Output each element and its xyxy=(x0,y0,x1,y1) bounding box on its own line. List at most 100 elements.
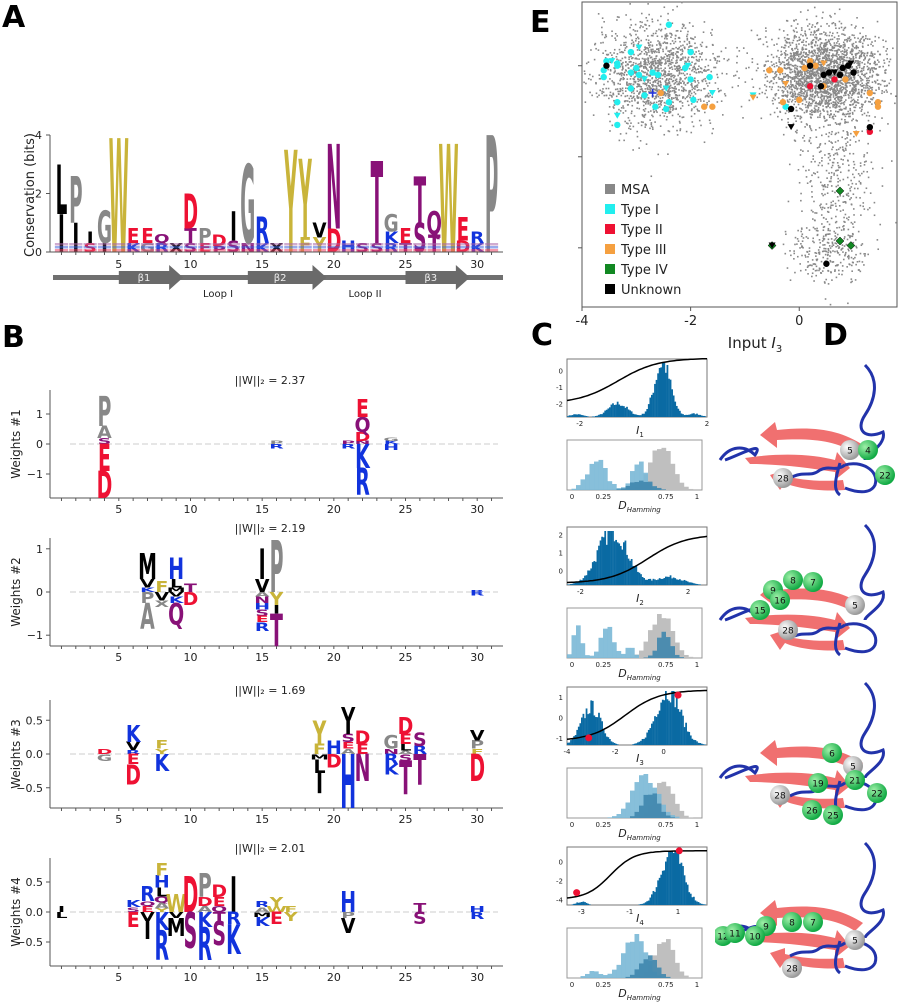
msa-point xyxy=(831,35,833,37)
msa-point xyxy=(823,248,825,250)
msa-point xyxy=(629,125,631,127)
msa-point xyxy=(719,60,721,62)
msa-point xyxy=(811,73,813,75)
msa-point xyxy=(649,25,651,27)
msa-point xyxy=(691,108,693,110)
msa-point xyxy=(655,61,657,63)
msa-point xyxy=(859,61,861,63)
msa-point xyxy=(694,88,696,90)
msa-point xyxy=(839,195,841,197)
msa-point xyxy=(814,7,816,9)
msa-point xyxy=(641,22,643,24)
msa-point xyxy=(816,37,818,39)
msa-point xyxy=(606,95,608,97)
msa-point xyxy=(771,54,773,56)
msa-point xyxy=(764,84,766,86)
msa-point xyxy=(710,71,712,73)
msa-point xyxy=(697,80,699,82)
msa-point xyxy=(835,265,837,267)
msa-point xyxy=(668,88,670,90)
msa-point xyxy=(848,216,850,218)
msa-point xyxy=(665,53,667,55)
msa-point xyxy=(851,250,853,252)
minor-letter xyxy=(471,243,484,246)
msa-point xyxy=(611,54,613,56)
msa-point xyxy=(634,100,636,102)
msa-point xyxy=(862,79,864,81)
msa-point xyxy=(811,191,813,193)
msa-point xyxy=(616,59,618,61)
msa-point xyxy=(865,85,867,87)
minor-letter xyxy=(299,243,312,246)
msa-point xyxy=(658,68,660,70)
msa-point xyxy=(794,48,796,50)
msa-point xyxy=(622,90,624,92)
msa-point xyxy=(641,70,643,72)
msa-point xyxy=(696,108,698,110)
msa-point xyxy=(793,250,795,252)
msa-point xyxy=(695,106,697,108)
msa-point xyxy=(655,55,657,57)
minor-letter xyxy=(270,249,283,252)
msa-point xyxy=(814,110,816,112)
msa-point xyxy=(877,59,879,61)
msa-point xyxy=(789,86,791,88)
msa-point xyxy=(668,82,670,84)
msa-point xyxy=(623,52,625,54)
msa-point xyxy=(681,49,683,51)
msa-point xyxy=(808,101,810,103)
msa-point xyxy=(649,75,651,77)
input-axis-label: I1 xyxy=(636,424,644,439)
msa-point xyxy=(640,25,642,27)
msa-point xyxy=(872,69,874,71)
msa-point xyxy=(619,88,621,90)
minor-letter xyxy=(112,249,125,252)
msa-point xyxy=(794,93,796,95)
msa-point xyxy=(711,29,713,31)
msa-point xyxy=(664,6,666,8)
x-tick-label: 0 xyxy=(795,314,803,329)
msa-point xyxy=(843,56,845,58)
msa-point xyxy=(855,183,857,185)
minor-letter xyxy=(399,249,412,252)
msa-point xyxy=(643,105,645,107)
msa-point xyxy=(878,37,880,39)
type-point xyxy=(706,74,712,80)
msa-point xyxy=(699,120,701,122)
msa-point xyxy=(800,200,802,202)
msa-point xyxy=(866,73,868,75)
msa-point xyxy=(682,102,684,104)
msa-point xyxy=(817,171,819,173)
msa-point xyxy=(804,33,806,35)
msa-point xyxy=(829,159,831,161)
msa-point xyxy=(861,109,863,111)
msa-point xyxy=(806,83,808,85)
msa-point xyxy=(842,89,844,91)
msa-point xyxy=(845,214,847,216)
msa-point xyxy=(586,63,588,65)
msa-point xyxy=(833,96,835,98)
msa-point xyxy=(662,89,664,91)
msa-point xyxy=(877,239,879,241)
msa-point xyxy=(776,43,778,45)
msa-point xyxy=(774,66,776,68)
msa-point xyxy=(789,88,791,90)
msa-point xyxy=(631,113,633,115)
msa-point xyxy=(643,67,645,69)
logo-letter-v: V xyxy=(312,219,326,243)
msa-point xyxy=(820,203,822,205)
msa-point xyxy=(668,79,670,81)
msa-point xyxy=(810,34,812,36)
msa-point xyxy=(821,100,823,102)
msa-point xyxy=(641,125,643,127)
msa-point xyxy=(773,83,775,85)
msa-point xyxy=(658,50,660,52)
msa-point xyxy=(843,54,845,56)
msa-point xyxy=(894,103,896,105)
msa-point xyxy=(721,100,723,102)
msa-point xyxy=(776,62,778,64)
msa-point xyxy=(704,141,706,143)
weight-letter-k: K xyxy=(126,720,141,747)
msa-point xyxy=(710,59,712,61)
